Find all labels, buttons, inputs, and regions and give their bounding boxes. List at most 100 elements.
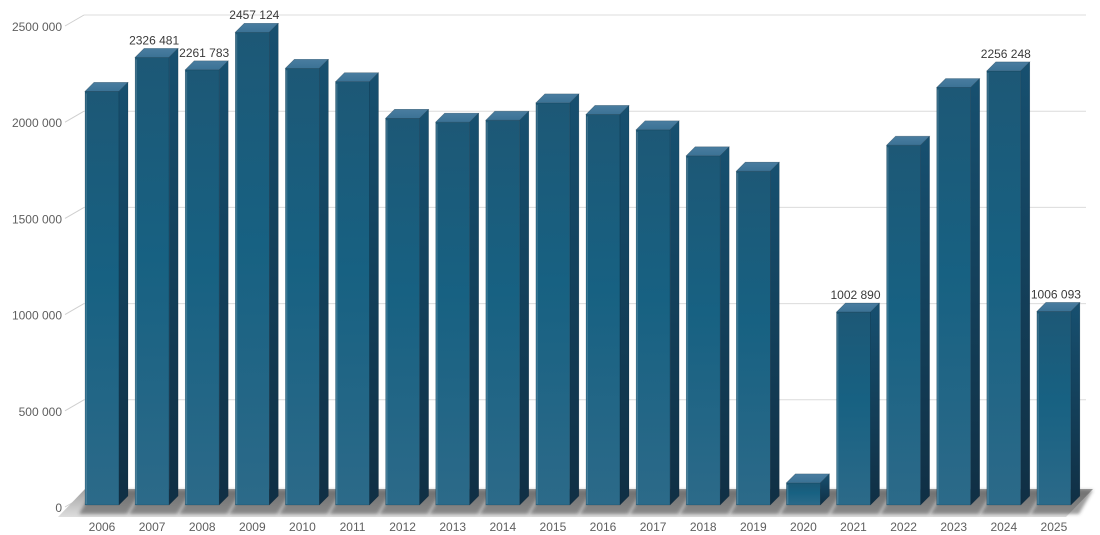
bar-side-face (1070, 301, 1081, 506)
bar-2018 (685, 146, 730, 506)
x-axis-tick-label-2017: 2017 (640, 520, 667, 534)
x-axis-tick-label-2009: 2009 (239, 520, 266, 534)
x-axis-tick-label-2010: 2010 (289, 520, 316, 534)
y-axis-tick-label: 0 (55, 501, 62, 515)
x-axis-tick-label-2007: 2007 (139, 520, 166, 534)
bar-2022 (885, 135, 931, 506)
x-axis-tick-label-2021: 2021 (840, 520, 867, 534)
y-axis-tick-label: 1000 000 (12, 309, 62, 323)
x-axis-tick-label-2006: 2006 (89, 520, 116, 534)
bar-front-face (1036, 311, 1072, 506)
bars (84, 22, 1081, 506)
bar-front-face (134, 57, 170, 506)
data-label-2024: 2256 248 (981, 47, 1031, 61)
x-axis-tick-label-2025: 2025 (1041, 520, 1068, 534)
bar-side-face (519, 110, 530, 506)
y-axis-tick-label: 2000 000 (12, 116, 62, 130)
bar-front-face (535, 102, 571, 506)
bar-2009 (234, 22, 280, 506)
x-axis-tick-label-2011: 2011 (340, 520, 366, 534)
bar-side-face (319, 58, 329, 506)
bar-front-face (585, 114, 621, 506)
bar-front-face (986, 70, 1022, 506)
bar-side-face (269, 22, 279, 506)
bar-2025 (1036, 301, 1081, 506)
bar-front-face (936, 87, 971, 506)
bar-side-face (820, 473, 830, 506)
bar-side-face (920, 135, 930, 506)
bar-side-face (619, 104, 630, 506)
bar-side-face (719, 146, 730, 506)
bar-side-face (218, 60, 229, 506)
data-label-2009: 2457 124 (229, 8, 279, 22)
x-axis-tick-label-2023: 2023 (940, 520, 967, 534)
bar-front-face (184, 69, 220, 506)
bar-2007 (134, 47, 179, 506)
bar-front-face (836, 311, 871, 506)
y-tick-connector (64, 303, 85, 316)
x-axis-tick-label-2018: 2018 (690, 520, 717, 534)
x-axis-tick-label-2013: 2013 (439, 520, 466, 534)
bar-2011 (334, 72, 380, 506)
y-axis-tick-label: 500 000 (19, 405, 63, 419)
bar-side-face (1020, 61, 1031, 506)
bar-side-face (419, 108, 429, 506)
bar-side-face (770, 161, 780, 506)
y-tick-connector (64, 206, 85, 219)
bar-2019 (735, 161, 781, 506)
data-label-2008: 2261 783 (179, 46, 229, 60)
data-label-2025: 1006 093 (1031, 287, 1081, 301)
x-axis-tick-label-2016: 2016 (590, 520, 617, 534)
bar-front-face (485, 119, 521, 506)
bar-side-face (970, 77, 980, 506)
y-axis-tick-label: 1500 000 (12, 212, 62, 226)
bar-side-face (469, 112, 479, 506)
bar-2021 (835, 302, 881, 506)
x-axis-tick-label-2020: 2020 (790, 520, 817, 534)
bar-front-face (285, 68, 320, 506)
bar-2008 (184, 60, 229, 506)
bar-2015 (535, 93, 580, 506)
x-axis-tick-label-2008: 2008 (189, 520, 216, 534)
x-axis-tick-label-2024: 2024 (990, 520, 1017, 534)
y-tick-connector (64, 399, 85, 412)
bar-2016 (585, 104, 630, 506)
bar-front-face (635, 129, 671, 506)
y-tick-connector (64, 110, 85, 123)
bar-front-face (385, 118, 420, 506)
bar-side-face (118, 81, 129, 506)
x-axis-tick-label-2014: 2014 (489, 520, 516, 534)
bar-front-face (786, 482, 821, 506)
bar-front-face (886, 144, 921, 506)
bar-front-face (685, 155, 721, 506)
x-axis-labels: 2006 2007 2008 2009 2010 2011 2012 2013 2014 2015… (89, 520, 1068, 534)
bar-front-face (335, 81, 370, 506)
bar-2012 (384, 108, 430, 506)
bar-2006 (84, 81, 129, 506)
x-axis-tick-label-2015: 2015 (540, 520, 567, 534)
bar-front-face (235, 31, 270, 506)
y-axis-tick-label: 2500 000 (12, 20, 62, 34)
x-axis-tick-label-2022: 2022 (890, 520, 917, 534)
bar-side-face (669, 120, 680, 506)
x-axis-tick-label-2019: 2019 (740, 520, 767, 534)
bar-2024 (986, 61, 1031, 506)
y-tick-connector (64, 14, 85, 27)
bar-2020 (785, 473, 831, 506)
bar-2013 (434, 112, 480, 506)
bar-side-face (569, 93, 580, 506)
bar-2014 (485, 110, 530, 506)
bar-front-face (435, 121, 470, 506)
bar-side-face (369, 72, 379, 506)
bar-front-face (736, 170, 771, 506)
bar-2023 (935, 77, 981, 506)
bar-2010 (284, 58, 330, 506)
data-label-2021: 1002 890 (830, 288, 880, 302)
bar-front-face (84, 91, 120, 506)
data-label-2007: 2326 481 (129, 33, 179, 47)
bar-2017 (635, 120, 680, 506)
bar-side-face (870, 302, 880, 506)
